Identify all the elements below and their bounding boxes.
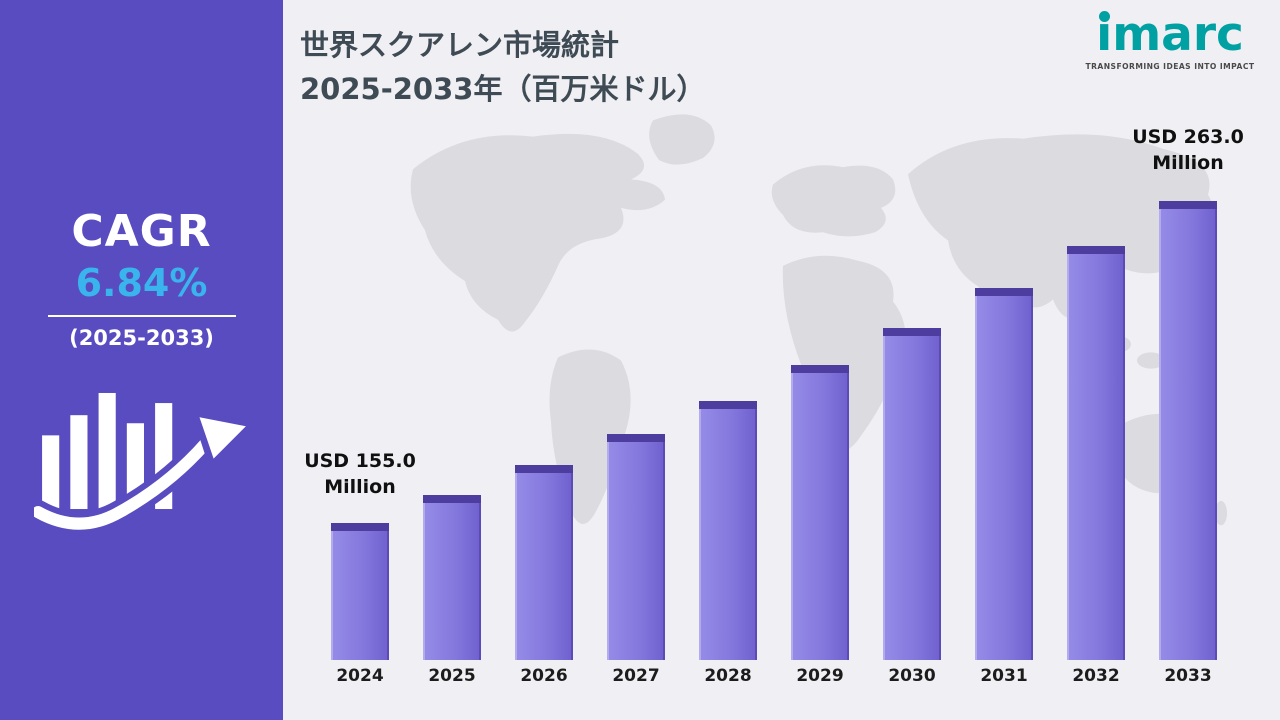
bar-2024 — [331, 523, 389, 660]
last-bar-value-line2: Million — [1152, 152, 1224, 175]
x-axis-label: 2029 — [796, 666, 844, 686]
imarc-wordmark: ımarc — [1096, 7, 1244, 62]
x-axis-label: 2025 — [428, 666, 476, 686]
chart-title-line2: 2025-2033年（百万米ドル） — [300, 71, 706, 106]
cagr-label: CAGR — [71, 206, 212, 257]
logo-tagline: TRANSFORMING IDEAS INTO IMPACT — [1085, 62, 1255, 72]
cagr-block: CAGR 6.84% (2025-2033) — [0, 206, 283, 350]
bar-column: 2026 — [515, 465, 573, 686]
logo-i-dot-icon — [1099, 11, 1111, 22]
cagr-sidebar: CAGR 6.84% (2025-2033) — [0, 0, 283, 720]
growth-chart-icon — [34, 392, 255, 536]
bar-2032 — [1067, 246, 1125, 660]
bar-2033 — [1159, 201, 1217, 660]
first-bar-value-line1: USD 155.0 — [304, 450, 416, 472]
x-axis-label: 2032 — [1072, 666, 1120, 686]
chart-title: 世界スクアレン市場統計 2025-2033年（百万米ドル） — [300, 24, 705, 111]
bar-column: 2025 — [423, 495, 481, 686]
cagr-divider — [47, 315, 236, 317]
last-bar-value-label: USD 263.0 Million — [1103, 124, 1273, 176]
bar-2028 — [699, 401, 757, 660]
bar-column: 2024 — [331, 523, 389, 686]
bar-chart: 2024 2025 2026 2027 2028 2029 2030 2031 2032 2033 — [331, 201, 1217, 686]
logo-text: ımarc — [1096, 7, 1244, 62]
bar-column: 2027 — [607, 434, 665, 686]
first-bar-value-label: USD 155.0 Million — [275, 448, 445, 500]
x-axis-label: 2026 — [520, 666, 568, 686]
bar-2030 — [883, 328, 941, 660]
bar-column: 2031 — [975, 288, 1033, 686]
bar-column: 2028 — [699, 401, 757, 686]
x-axis-label: 2024 — [336, 666, 384, 686]
x-axis-label: 2030 — [888, 666, 936, 686]
bar-column: 2032 — [1067, 246, 1125, 686]
bar-2025 — [423, 495, 481, 660]
bar-2031 — [975, 288, 1033, 660]
cagr-value: 6.84% — [75, 261, 208, 305]
bar-2029 — [791, 365, 849, 660]
chart-title-line1: 世界スクアレン市場統計 — [300, 28, 620, 62]
x-axis-label: 2027 — [612, 666, 660, 686]
bar-column: 2033 — [1159, 201, 1217, 686]
x-axis-label: 2028 — [704, 666, 752, 686]
first-bar-value-line2: Million — [324, 476, 396, 499]
x-axis-label: 2033 — [1164, 666, 1212, 686]
last-bar-value-line1: USD 263.0 — [1132, 126, 1244, 148]
bar-column: 2029 — [791, 365, 849, 686]
bar-2026 — [515, 465, 573, 660]
chart-panel: 世界スクアレン市場統計 2025-2033年（百万米ドル） ımarc TRAN… — [283, 0, 1280, 720]
x-axis-label: 2031 — [980, 666, 1028, 686]
cagr-period: (2025-2033) — [69, 326, 214, 350]
imarc-logo: ımarc TRANSFORMING IDEAS INTO IMPACT — [1078, 7, 1262, 72]
bar-column: 2030 — [883, 328, 941, 686]
bar-2027 — [607, 434, 665, 660]
